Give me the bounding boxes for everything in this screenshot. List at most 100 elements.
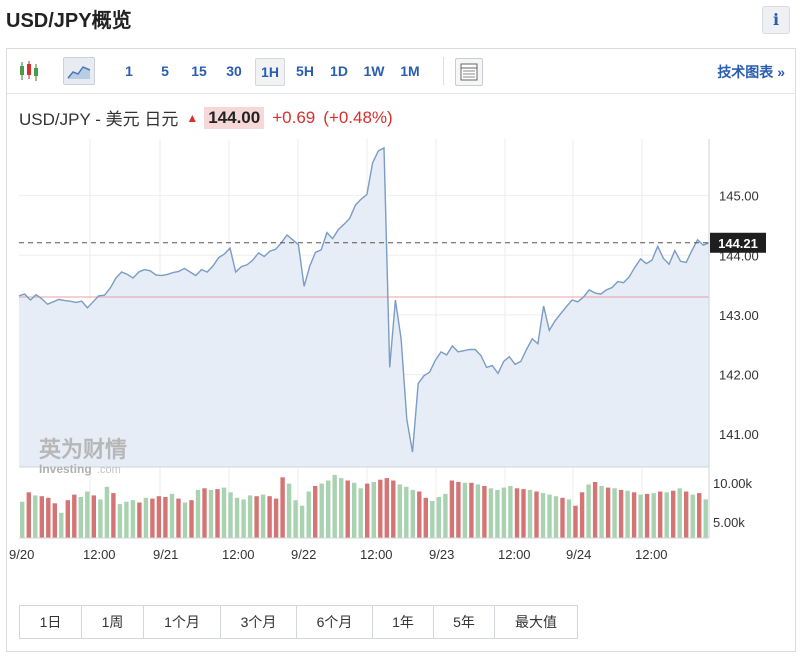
price-chart[interactable]: 141.00 142.00 143.00 144.00 145.00 144.21 英为财情… xyxy=(7,49,795,594)
period-5y[interactable]: 5年 xyxy=(434,606,495,638)
x-tick-label: 9/24 xyxy=(566,547,591,562)
chart-widget: 1 5 15 30 1H 5H 1D 1W 1M 技术图表 » USD/JPY … xyxy=(6,48,796,652)
y-tick-label: 143.00 xyxy=(719,308,759,323)
candlestick-chart-icon[interactable] xyxy=(17,59,43,83)
timeframe-15[interactable]: 15 xyxy=(191,63,207,79)
volume-bar xyxy=(176,498,181,538)
last-price-tag-bg xyxy=(710,232,766,253)
volume-bar xyxy=(202,488,207,538)
volume-bar xyxy=(254,496,259,538)
volume-bar xyxy=(33,495,38,538)
volume-bar xyxy=(111,493,116,538)
volume-bar xyxy=(339,478,344,538)
last-price: 144.00 xyxy=(204,106,265,129)
volume-bar xyxy=(352,482,357,538)
volume-bar xyxy=(52,503,57,538)
volume-bar xyxy=(404,486,409,538)
volume-bar xyxy=(371,482,376,538)
volume-bar xyxy=(65,500,70,538)
page-title: USD/JPY概览 xyxy=(6,10,132,32)
volume-bar xyxy=(293,500,298,538)
volume-bar xyxy=(286,483,292,538)
watermark-brand-suffix: .com xyxy=(97,464,121,476)
x-tick-label: 12:00 xyxy=(635,547,668,562)
period-6m[interactable]: 6个月 xyxy=(297,606,373,638)
volume-bar xyxy=(443,493,448,538)
volume-bar xyxy=(299,505,305,538)
volume-bar xyxy=(26,492,31,538)
volume-bar xyxy=(208,489,214,538)
x-tick-label: 12:00 xyxy=(83,547,116,562)
timeframe-5h[interactable]: 5H xyxy=(296,63,314,79)
watermark-brand-en: Investing xyxy=(39,462,92,476)
volume-bar xyxy=(521,489,526,538)
area-chart-icon[interactable] xyxy=(63,57,95,85)
volume-bar xyxy=(391,480,396,538)
timeframe-1d[interactable]: 1D xyxy=(330,63,348,79)
up-arrow-icon: ▲ xyxy=(186,110,199,125)
volume-bar xyxy=(592,482,598,538)
volume-bar xyxy=(579,492,585,538)
period-1m[interactable]: 1个月 xyxy=(144,606,221,638)
volume-bar xyxy=(612,488,617,538)
volume-bar xyxy=(469,482,474,538)
volume-bar xyxy=(143,497,149,538)
volume-bar xyxy=(671,490,676,538)
volume-bar xyxy=(547,494,552,538)
period-1w[interactable]: 1周 xyxy=(82,606,144,638)
volume-bar xyxy=(215,489,220,538)
y-tick-label: 145.00 xyxy=(719,189,759,204)
volume-bar xyxy=(78,497,83,538)
volume-bar xyxy=(117,504,123,538)
x-tick-label: 9/22 xyxy=(291,547,316,562)
volume-bar xyxy=(137,502,142,538)
volume-bar xyxy=(20,501,25,538)
volume-bar xyxy=(566,499,572,538)
volume-bar xyxy=(313,486,318,538)
volume-bar xyxy=(124,501,129,538)
volume-bar xyxy=(586,484,591,538)
period-1d[interactable]: 1日 xyxy=(20,606,82,638)
period-1y[interactable]: 1年 xyxy=(373,606,434,638)
volume-bar xyxy=(260,494,266,538)
volume-bar xyxy=(169,493,175,538)
volume-bar xyxy=(332,474,337,538)
timeframe-1h[interactable]: 1H xyxy=(255,58,285,86)
volume-bar xyxy=(449,480,455,538)
watermark-brand-cn: 英为财情 xyxy=(39,437,127,463)
volume-bar xyxy=(631,492,637,538)
volume-bar xyxy=(462,482,468,538)
volume-bar xyxy=(365,483,370,538)
period-3m[interactable]: 3个月 xyxy=(221,606,297,638)
timeframe-1[interactable]: 1 xyxy=(125,63,133,79)
volume-bar xyxy=(247,495,253,538)
volume-bar xyxy=(638,494,643,538)
volume-bar xyxy=(384,478,389,538)
x-tick-label: 12:00 xyxy=(498,547,531,562)
volume-tick-label: 10.00k xyxy=(713,476,753,491)
volume-bar xyxy=(378,479,383,538)
volume-bar xyxy=(46,497,51,538)
volume-bar xyxy=(651,493,656,538)
volume-bar xyxy=(475,484,481,538)
y-tick-label: 142.00 xyxy=(719,368,759,383)
period-selector: 1日 1周 1个月 3个月 6个月 1年 5年 最大值 xyxy=(19,605,578,639)
timeframe-5[interactable]: 5 xyxy=(161,63,169,79)
volume-bar xyxy=(59,512,64,538)
period-max[interactable]: 最大值 xyxy=(515,614,557,630)
table-view-icon[interactable] xyxy=(455,58,483,86)
volume-bar xyxy=(684,491,689,538)
technical-chart-link[interactable]: 技术图表 » xyxy=(717,64,785,80)
timeframe-30[interactable]: 30 xyxy=(226,63,242,79)
volume-bar xyxy=(241,499,246,538)
volume-bar xyxy=(130,500,136,538)
volume-bar xyxy=(39,496,44,538)
volume-bar xyxy=(189,500,194,538)
volume-bar xyxy=(345,480,350,538)
volume-bar xyxy=(195,489,201,538)
volume-bar xyxy=(306,491,311,538)
timeframe-1m[interactable]: 1M xyxy=(400,63,420,79)
volume-bar xyxy=(410,489,415,538)
info-button[interactable]: i xyxy=(762,6,790,34)
timeframe-1w[interactable]: 1W xyxy=(363,63,385,79)
